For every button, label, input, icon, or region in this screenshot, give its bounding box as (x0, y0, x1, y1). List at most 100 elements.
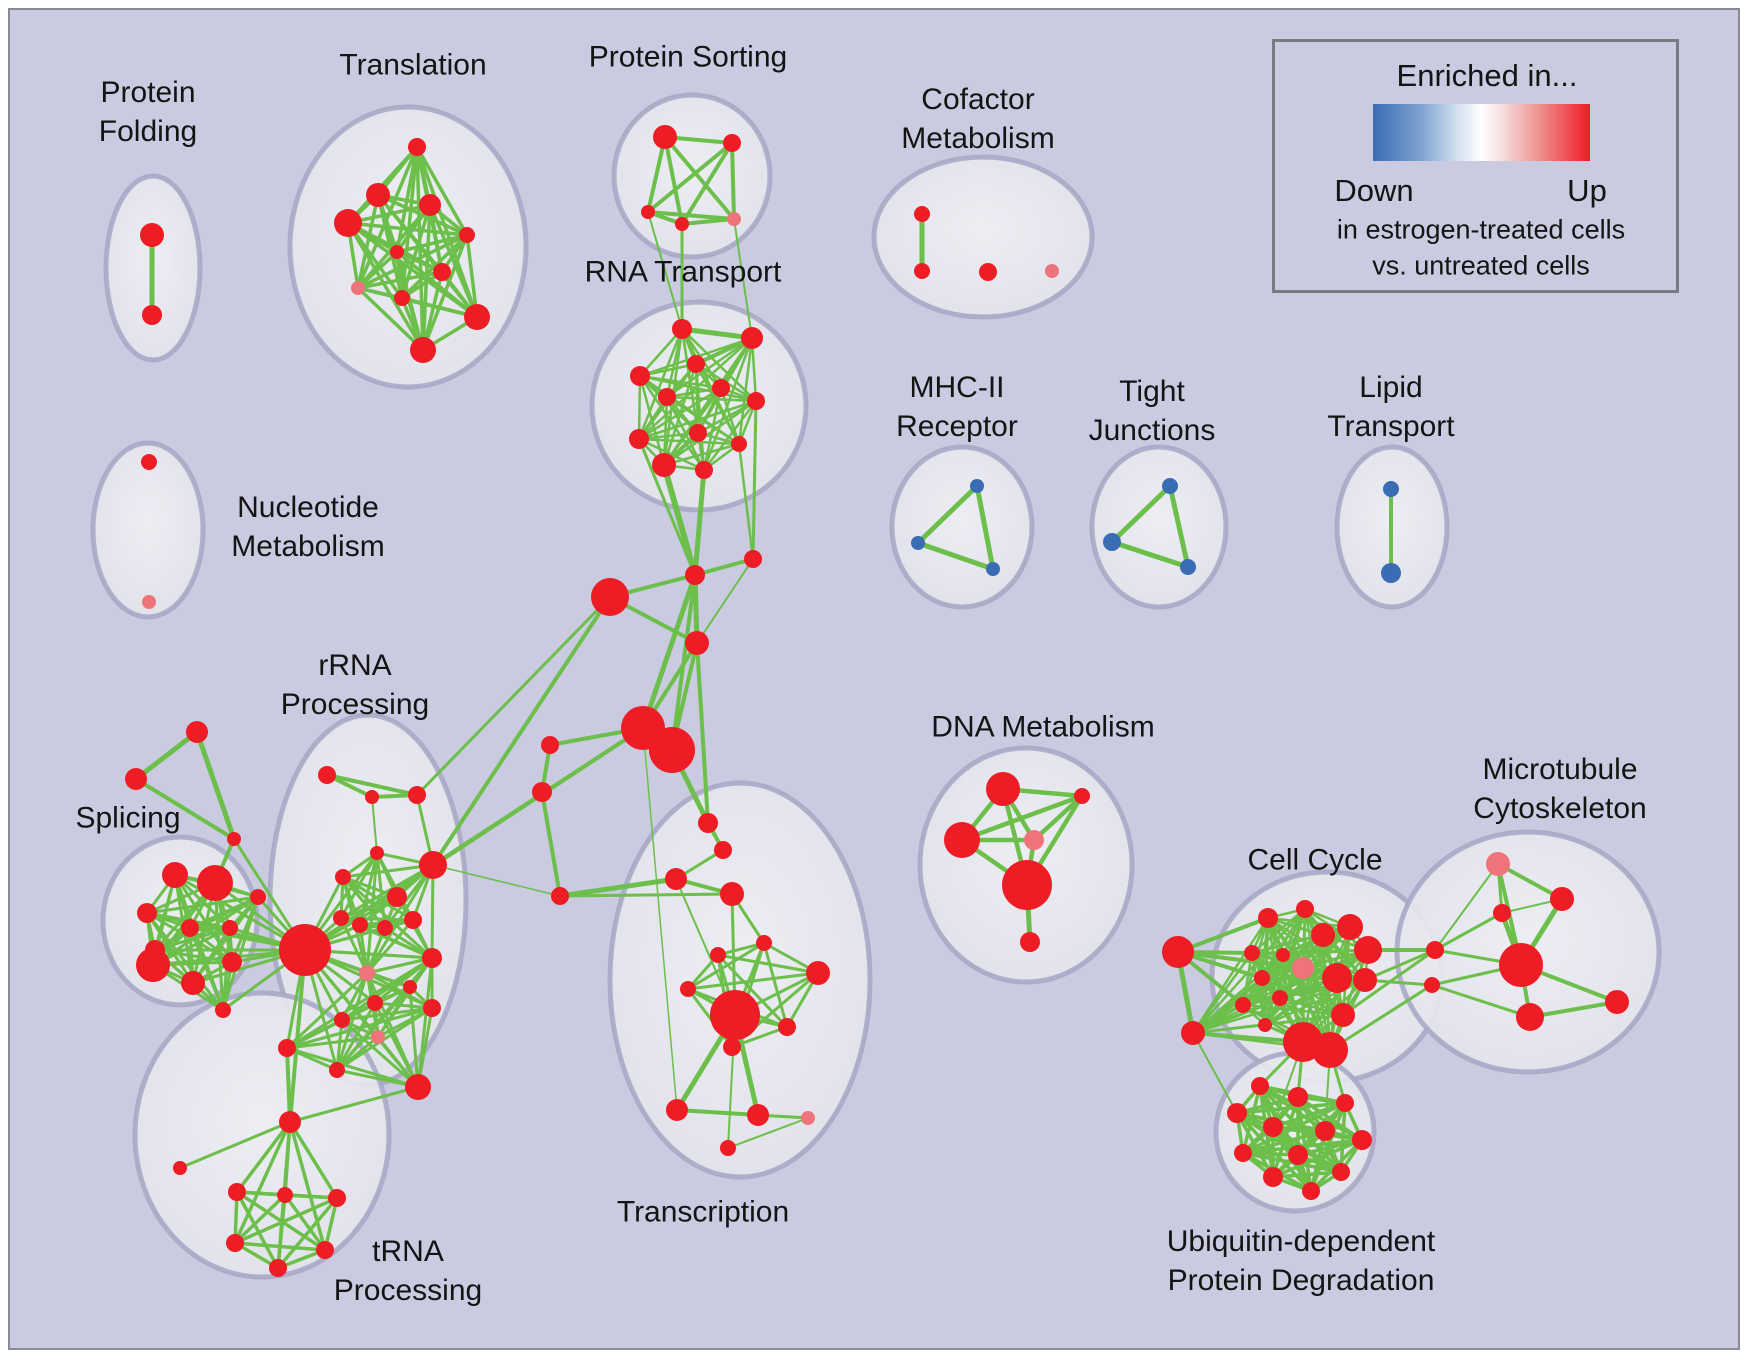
edge (1191, 916, 1270, 1035)
edge (1167, 483, 1191, 570)
cluster-label-protein-folding: Protein Folding (99, 73, 197, 151)
node-c4 (1045, 264, 1059, 278)
cluster-ellipse-mhc-ii-receptor (889, 444, 1035, 610)
node-s9 (222, 952, 242, 972)
node-p1 (653, 125, 677, 149)
edge (1031, 793, 1085, 843)
node-t6 (390, 245, 404, 259)
node-q15 (367, 995, 383, 1011)
edge (1496, 862, 1564, 901)
node-k14 (1272, 990, 1288, 1006)
edge (733, 218, 753, 339)
cluster-label-line: Transcription (616, 1195, 790, 1229)
edge (1430, 983, 1532, 1019)
cluster-label-line: DNA Metabolism (931, 710, 1155, 744)
edge (151, 895, 260, 967)
edge (235, 1120, 292, 1194)
edge (145, 895, 260, 915)
node-k10 (1254, 970, 1270, 986)
node-q18 (423, 999, 441, 1017)
node-x10 (806, 961, 830, 985)
edge (637, 327, 684, 441)
cluster-label-line: Junctions (1088, 414, 1216, 447)
edge (686, 941, 766, 991)
cluster-label-rna-transport: RNA Transport (585, 253, 782, 292)
cluster-label-line: rRNA (318, 649, 392, 682)
cluster-label-mhc-ii-receptor: MHC-II Receptor (896, 368, 1018, 446)
node-q3 (408, 786, 426, 804)
edge (341, 875, 415, 922)
node-x3 (665, 868, 687, 890)
legend-up-label: Up (1567, 173, 1607, 208)
node-x4 (720, 882, 744, 906)
edge (665, 336, 754, 399)
edge (233, 1241, 327, 1252)
node-s2 (197, 865, 233, 901)
node-r8 (689, 424, 707, 442)
node-k13 (1235, 997, 1251, 1013)
edge (178, 1120, 292, 1170)
edge (1241, 951, 1254, 1007)
node-m2 (744, 550, 762, 568)
node-u6 (226, 1234, 244, 1252)
edge (686, 971, 820, 991)
edge (637, 437, 706, 472)
node-r2 (741, 327, 763, 349)
edge (194, 729, 237, 842)
edge (762, 941, 789, 1029)
edge (662, 399, 758, 467)
edge (415, 145, 469, 237)
node-t2 (334, 209, 362, 237)
node-c3 (979, 263, 997, 281)
node-x7 (541, 736, 559, 754)
node-m1 (685, 565, 705, 585)
node-lt1 (1383, 481, 1399, 497)
edge (1191, 951, 1254, 1035)
legend-gradient-bar (1373, 104, 1590, 161)
edge (637, 437, 697, 577)
node-d2 (1074, 788, 1090, 804)
node-lt2 (1381, 563, 1401, 583)
node-d3 (944, 822, 980, 858)
node-t3 (366, 183, 390, 207)
node-r7 (747, 392, 765, 410)
edge (285, 971, 369, 1050)
edge (680, 327, 758, 403)
edge (662, 442, 741, 467)
legend-caption-line2: vs. untreated cells (1372, 250, 1590, 281)
node-b8 (1234, 1144, 1252, 1162)
node-d6 (1020, 932, 1040, 952)
edge (188, 926, 225, 1012)
edge (637, 386, 723, 441)
node-tj1 (1162, 478, 1178, 494)
edge (716, 953, 820, 975)
cluster-label-line: Cell Cycle (1247, 843, 1383, 877)
edge (356, 286, 425, 352)
edge (1271, 1138, 1364, 1179)
edge (646, 141, 734, 214)
node-pf2 (142, 305, 162, 325)
node-q2 (365, 790, 379, 804)
cluster-label-line: Metabolism (901, 122, 1055, 155)
cluster-ellipse-tight-junctions (1089, 444, 1229, 610)
edge (133, 729, 200, 782)
cluster-ellipse-nucleotide-metabolism (90, 440, 206, 620)
node-w6 (1516, 1003, 1544, 1031)
node-u2 (173, 1161, 187, 1175)
edge (356, 145, 419, 290)
edge (663, 135, 736, 221)
node-x18 (720, 1140, 736, 1156)
edge (285, 956, 434, 1050)
edge (702, 386, 723, 472)
node-tj2 (1103, 533, 1121, 551)
cluster-label-line: Lipid (1359, 371, 1423, 404)
node-x13 (778, 1018, 796, 1036)
node-s7 (136, 948, 170, 982)
edge (1192, 1032, 1238, 1114)
node-q9 (352, 917, 368, 933)
cluster-label-line: Folding (98, 115, 198, 148)
edge (325, 773, 419, 797)
node-x12 (710, 990, 760, 1040)
edge (431, 595, 612, 867)
node-b9 (1288, 1145, 1308, 1165)
